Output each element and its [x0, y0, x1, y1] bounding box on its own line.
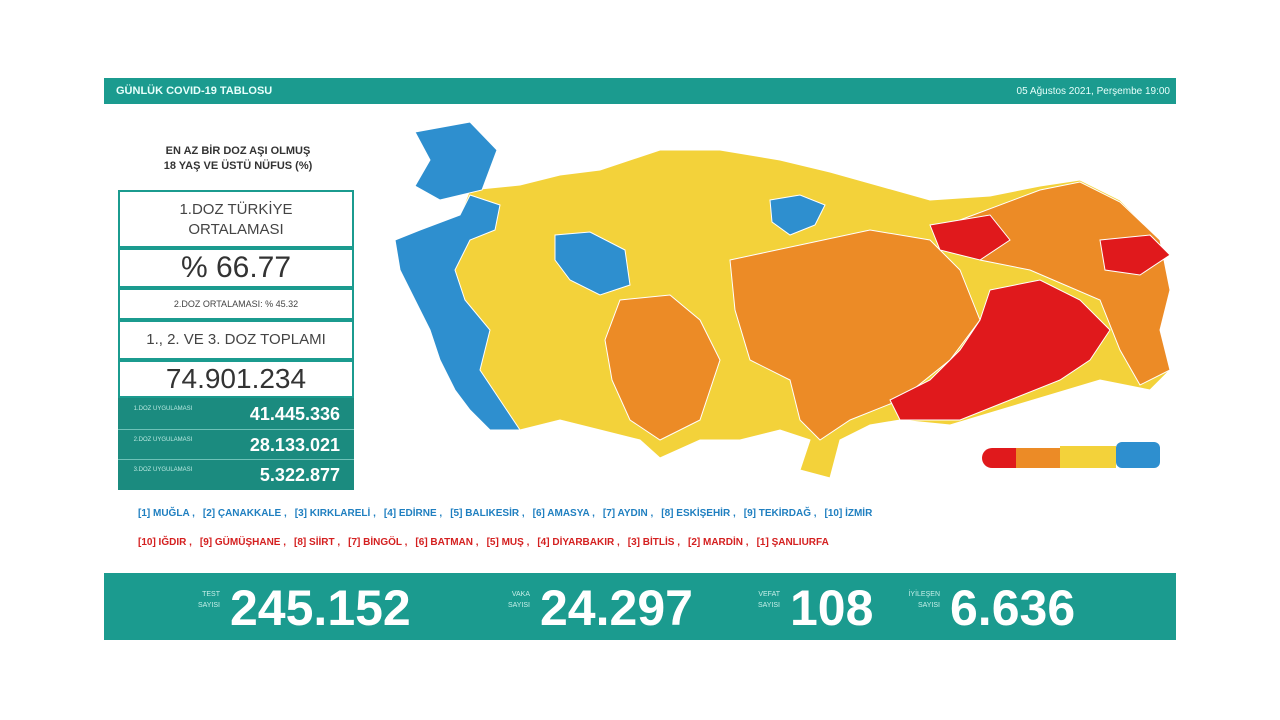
- dose-value: 41.445.336: [249, 404, 340, 424]
- stats-bar: TEST SAYISI 245.152 VAKA SAYISI 24.297 VEFAT…: [104, 573, 1176, 640]
- first-dose-value: % 66.77: [118, 248, 354, 288]
- top-provinces: [1] MUĞLA , [2] ÇANAKKALE , [3] KIRKLARELİ…: [138, 508, 880, 519]
- province: [5] BALIKESİR ,: [450, 508, 525, 519]
- dose-block: 1.DOZ UYGULAMASI 41.445.336 2.DOZ UYGULAMA…: [118, 398, 354, 490]
- legend-blue: [1116, 442, 1160, 468]
- province: [7] BİNGÖL ,: [348, 537, 408, 548]
- dose-row: 3.DOZ UYGULAMASI 5.322.877: [118, 459, 354, 490]
- total-label: 1., 2. VE 3. DOZ TOPLAMI: [118, 320, 354, 360]
- province: [10] İZMİR: [824, 508, 873, 519]
- region-blue-amasya: [769, 194, 826, 236]
- legend-yellow: [1060, 446, 1116, 468]
- dose-row: 2.DOZ UYGULAMASI 28.133.021: [118, 429, 354, 460]
- region-blue-west: [394, 194, 521, 431]
- province: [6] BATMAN ,: [415, 537, 479, 548]
- label-line: 1.DOZ TÜRKİYE: [179, 201, 293, 218]
- header-bar: GÜNLÜK COVID-19 TABLOSU 05 Ağustos 2021,…: [104, 78, 1176, 104]
- dose-row: 1.DOZ UYGULAMASI 41.445.336: [118, 399, 354, 429]
- vaccination-map: [394, 121, 1171, 479]
- heading-line: EN AZ BİR DOZ AŞI OLMUŞ: [165, 145, 311, 157]
- province: [9] TEKİRDAĞ ,: [743, 508, 817, 519]
- heading-line: 18 YAŞ VE ÜSTÜ NÜFUS (%): [163, 160, 313, 172]
- province: [8] SİİRT ,: [294, 537, 341, 548]
- province: [5] MUŞ ,: [486, 537, 530, 548]
- region-red-southeast: [889, 279, 1111, 421]
- legend-red: [982, 448, 1026, 468]
- stat-value: 24.297: [540, 580, 693, 636]
- province: [2] MARDİN ,: [688, 537, 749, 548]
- province: [4] DİYARBAKIR ,: [537, 537, 620, 548]
- region-blue-eskisehir: [554, 231, 631, 296]
- province: [9] GÜMÜŞHANE ,: [199, 537, 287, 548]
- dose-value: 28.133.021: [249, 435, 340, 455]
- stat-value: 108: [790, 580, 874, 636]
- covid-table: GÜNLÜK COVID-19 TABLOSU 05 Ağustos 2021,…: [104, 78, 1176, 640]
- province: [2] ÇANAKKALE ,: [202, 508, 287, 519]
- region-blue-thrace: [414, 121, 498, 201]
- first-dose-label: 1.DOZ TÜRKİYE ORTALAMASI: [118, 190, 354, 248]
- province: [3] BİTLİS ,: [627, 537, 680, 548]
- label-line: ORTALAMASI: [188, 221, 284, 238]
- province: [3] KIRKLARELİ ,: [294, 508, 376, 519]
- region-orange-konya: [604, 294, 721, 441]
- province: [7] AYDIN ,: [602, 508, 654, 519]
- stat-label: VAKA SAYISI: [507, 591, 530, 609]
- second-dose-average: 2.DOZ ORTALAMASI: % 45.32: [118, 288, 354, 320]
- total-value: 74.901.234: [118, 360, 354, 398]
- legend-orange: [1016, 448, 1060, 468]
- province: [1] ŞANLIURFA: [756, 537, 829, 548]
- dose-label: 2.DOZ UYGULAMASI: [133, 437, 193, 443]
- stat-value: 245.152: [230, 580, 411, 636]
- date: 05 Ağustos 2021, Perşembe 19:00: [1016, 86, 1170, 97]
- region-orange-northeast: [959, 181, 1171, 386]
- dose-value: 5.322.877: [259, 465, 340, 485]
- province: [8] ESKİŞEHİR ,: [661, 508, 736, 519]
- stat-label: VEFAT SAYISI: [757, 591, 780, 609]
- bottom-provinces: [10] IĞDIR , [9] GÜMÜŞHANE , [8] SİİRT , [7…: [138, 537, 837, 548]
- province: [1] MUĞLA ,: [138, 508, 195, 519]
- region-red-east: [929, 214, 1011, 261]
- title: GÜNLÜK COVID-19 TABLOSU: [116, 85, 273, 97]
- province: [4] EDİRNE ,: [383, 508, 443, 519]
- province: [6] AMASYA ,: [532, 508, 595, 519]
- province: [10] IĞDIR ,: [138, 537, 192, 548]
- dose-label: 3.DOZ UYGULAMASI: [133, 467, 193, 473]
- dose-label: 1.DOZ UYGULAMASI: [133, 406, 193, 412]
- map-shapes: [394, 121, 1171, 479]
- stat-label: İYİLEŞEN SAYISI: [908, 591, 940, 609]
- region-red-igdir: [1099, 234, 1171, 276]
- stat-label: TEST SAYISI: [197, 591, 220, 609]
- stat-value: 6.636: [950, 580, 1076, 636]
- panel-heading: EN AZ BİR DOZ AŞI OLMUŞ 18 YAŞ VE ÜSTÜ N…: [118, 144, 358, 174]
